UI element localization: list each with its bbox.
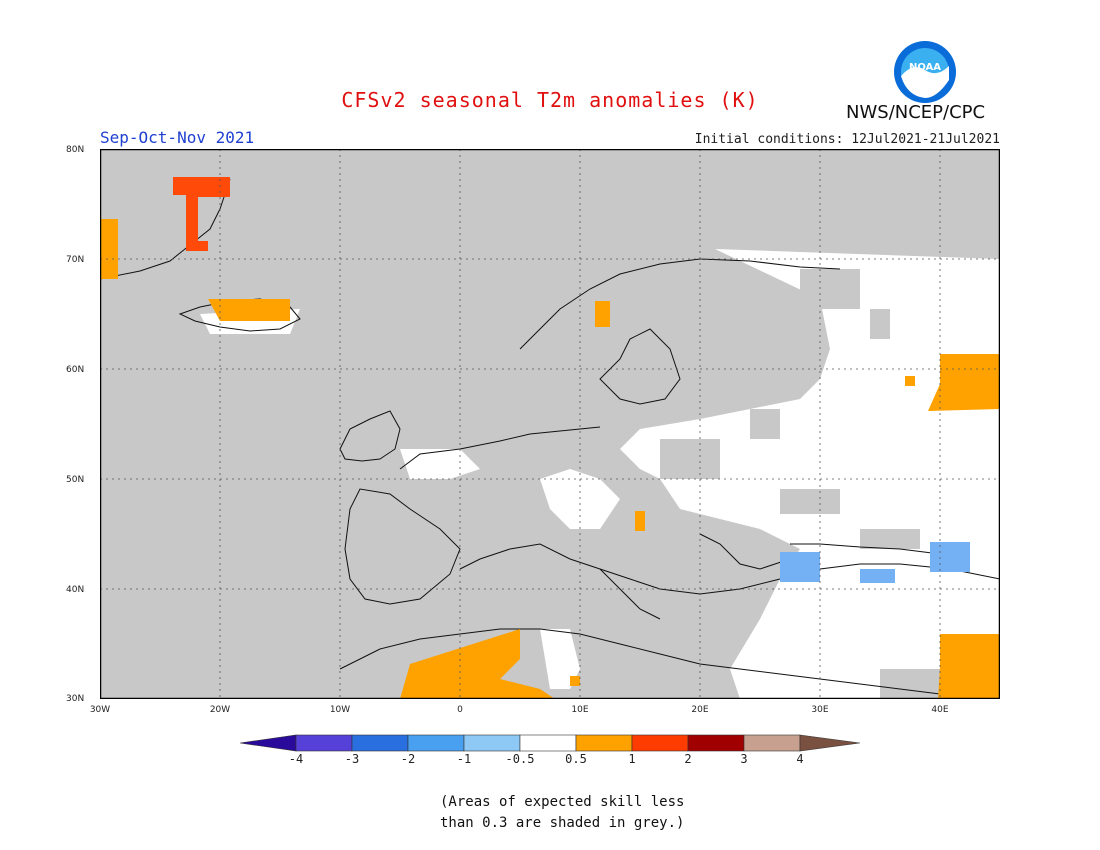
- colorbar-segment: [687, 734, 745, 752]
- lon-label: 0: [457, 705, 463, 715]
- colorbar-tick-label: 0.5: [565, 752, 587, 766]
- lon-label: 20W: [209, 705, 231, 715]
- colorbar-segment: [799, 734, 860, 752]
- lon-label: 30E: [811, 705, 829, 715]
- colorbar-tick-label: 3: [740, 752, 748, 766]
- colorbar-segment: [351, 734, 409, 752]
- colorbar-segment: [743, 734, 801, 752]
- skill-note: (Areas of expected skill less than 0.3 a…: [440, 792, 740, 834]
- colorbar-tick-label: -0.5: [505, 752, 535, 766]
- skill-note-line: (Areas of expected skill less: [440, 794, 685, 810]
- colorbar-tick-label: -2: [400, 752, 416, 766]
- skill-note-line: than 0.3 are shaded in grey.): [440, 815, 685, 831]
- cool-anomaly-regions: [780, 542, 970, 583]
- strong-warm-region: [173, 177, 230, 251]
- lat-label: 40N: [66, 585, 85, 595]
- colorbar-tick-label: -1: [456, 752, 472, 766]
- lat-label: 50N: [66, 475, 85, 485]
- colorbar: [240, 734, 860, 752]
- lat-label: 30N: [66, 694, 85, 704]
- map-frame: [100, 149, 1000, 699]
- colorbar-segment: [407, 734, 465, 752]
- gridlines: [100, 149, 1000, 699]
- coastlines: [100, 178, 1000, 699]
- colorbar-segment: [519, 734, 577, 752]
- lat-label: 60N: [66, 365, 85, 375]
- colorbar-segment: [240, 734, 297, 752]
- colorbar-segment: [575, 734, 633, 752]
- low-skill-patches: [660, 269, 940, 699]
- colorbar-tick-label: 1: [628, 752, 636, 766]
- lon-label: 20E: [691, 705, 709, 715]
- lat-label: 70N: [66, 255, 85, 265]
- warm-anomaly-regions: [100, 219, 1000, 699]
- lon-label: 10W: [329, 705, 351, 715]
- lon-label: 40E: [931, 705, 949, 715]
- colorbar-segment: [295, 734, 353, 752]
- colorbar-tick-label: -3: [344, 752, 360, 766]
- anomaly-map: [100, 149, 1000, 699]
- lon-label: 30W: [89, 705, 111, 715]
- initial-conditions-label: Initial conditions: 12Jul2021-21Jul2021: [694, 132, 1000, 147]
- noaa-logo: NOAA: [894, 41, 956, 103]
- map-title: CFSv2 seasonal T2m anomalies (K): [341, 88, 759, 112]
- colorbar-tick-label: -4: [288, 752, 304, 766]
- lon-label: 10E: [571, 705, 589, 715]
- colorbar-segment: [631, 734, 689, 752]
- season-label: Sep-Oct-Nov 2021: [100, 128, 255, 147]
- colorbar-segment: [463, 734, 521, 752]
- agency-label: NWS/NCEP/CPC: [846, 102, 986, 123]
- colorbar-tick-label: 2: [684, 752, 692, 766]
- colorbar-tick-label: 4: [796, 752, 804, 766]
- lat-label: 80N: [66, 145, 85, 155]
- logo-text: NOAA: [909, 62, 941, 73]
